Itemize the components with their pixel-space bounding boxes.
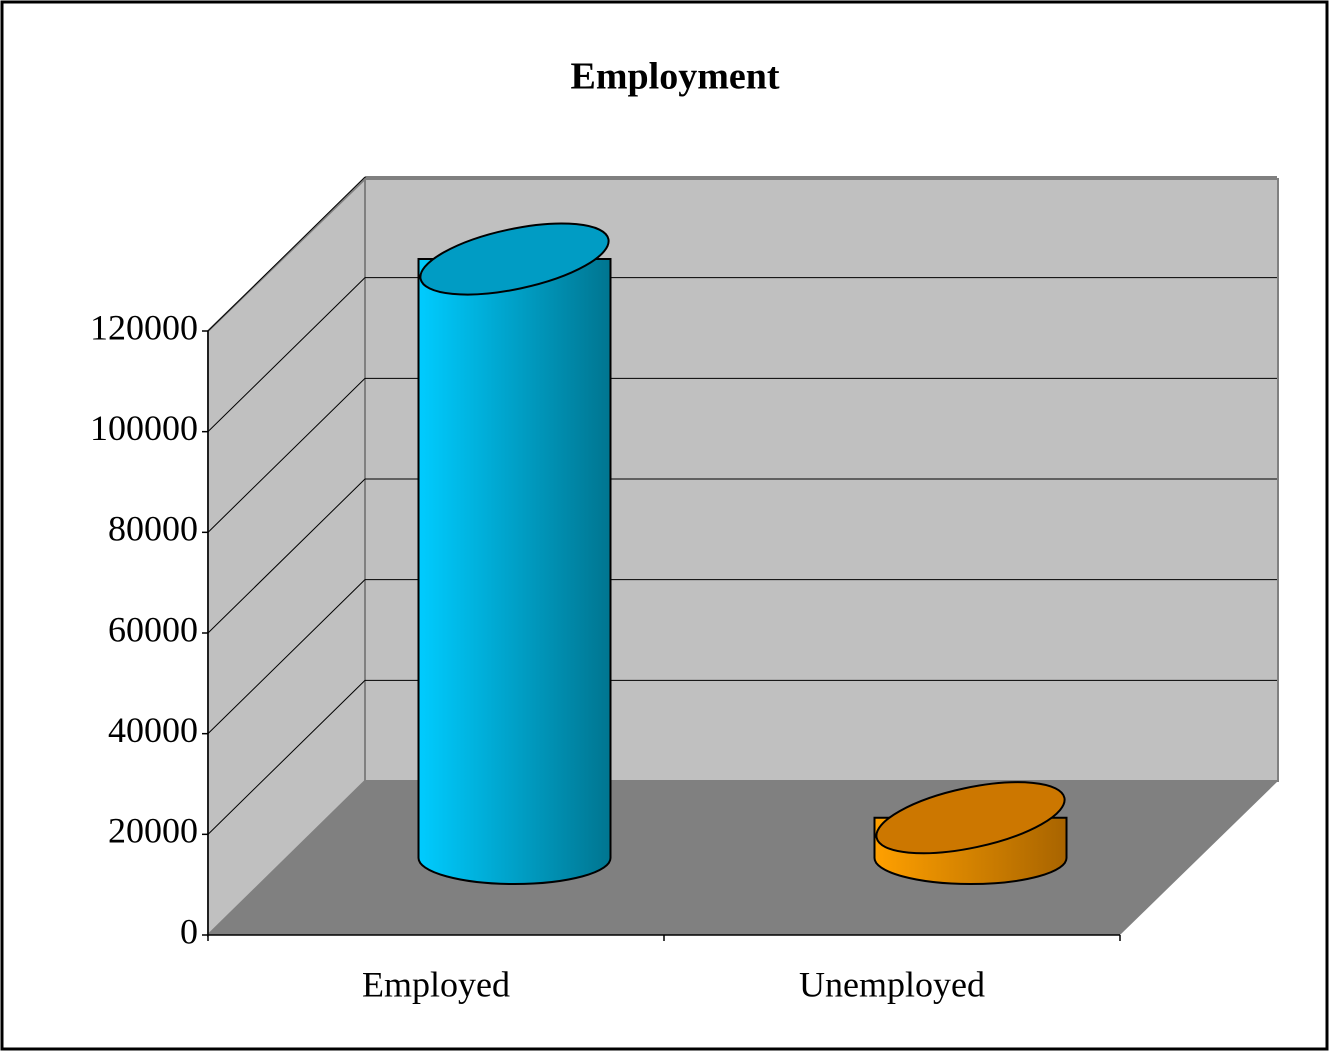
y-tick-label: 40000 bbox=[108, 710, 198, 750]
grid-line bbox=[207, 377, 366, 533]
grid-line bbox=[207, 277, 366, 433]
y-tick-label: 60000 bbox=[108, 609, 198, 649]
bar-top bbox=[419, 222, 610, 296]
grid-line bbox=[207, 478, 366, 634]
y-tick-label: 0 bbox=[180, 911, 198, 951]
grid-line bbox=[207, 679, 366, 835]
chart-title: Employment bbox=[571, 56, 780, 98]
grid-line bbox=[207, 176, 366, 332]
floor bbox=[208, 781, 1278, 935]
y-tick-label: 100000 bbox=[90, 408, 198, 448]
x-tick-label: Unemployed bbox=[799, 964, 985, 1004]
y-tick-label: 80000 bbox=[108, 509, 198, 549]
bar-top bbox=[875, 781, 1066, 855]
y-tick-label: 20000 bbox=[108, 811, 198, 851]
bar bbox=[873, 781, 1068, 885]
grid-line bbox=[207, 579, 366, 735]
y-tick-label: 120000 bbox=[90, 307, 198, 347]
bar bbox=[417, 222, 612, 885]
x-tick-label: Employed bbox=[362, 964, 510, 1004]
bar-body bbox=[417, 258, 612, 885]
